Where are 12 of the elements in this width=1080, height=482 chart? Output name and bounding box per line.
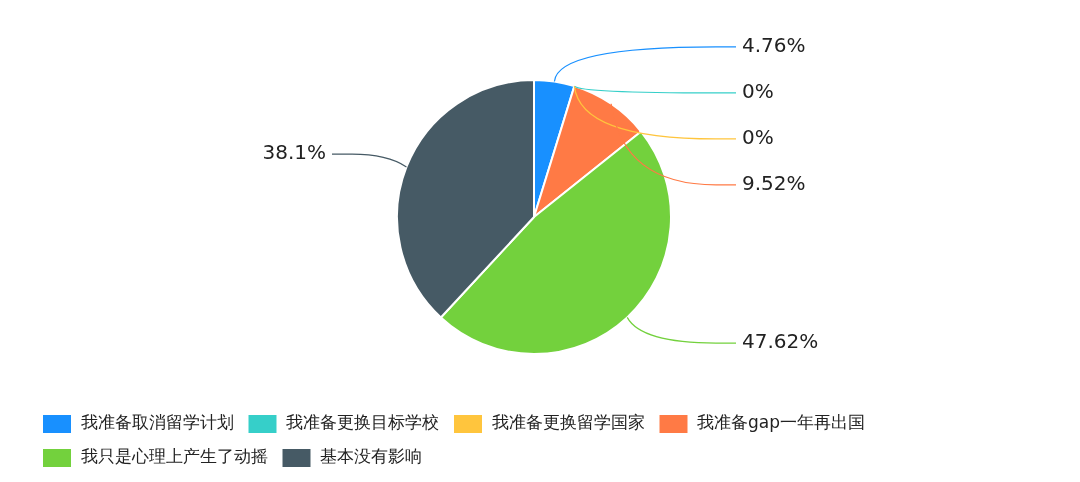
text: 0%	[742, 125, 774, 150]
legend-label: 我准备更换留学国家	[491, 412, 645, 433]
legend-label: 我准备更换目标学校	[286, 412, 439, 433]
text: 0%	[742, 79, 774, 104]
data-label: 9.52%	[742, 171, 806, 196]
data-label: 4.76%	[742, 33, 806, 58]
legend-label: 我准备gap一年再出国	[697, 412, 865, 433]
legend-label: 我只是心理上产生了动摇	[80, 446, 268, 467]
data-label: 47.62%	[742, 329, 819, 354]
legend-label: 我准备取消留学计划	[80, 412, 234, 433]
data-label: 38.1%	[262, 140, 326, 165]
legend-label: 基本没有影响	[320, 446, 422, 467]
